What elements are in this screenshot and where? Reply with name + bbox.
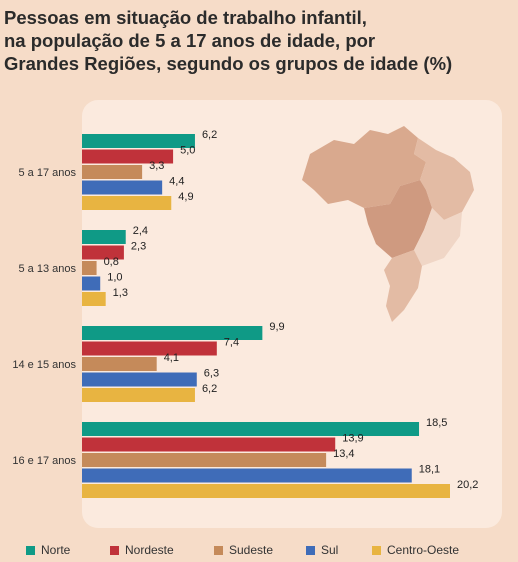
brazil-map-icon — [292, 120, 482, 335]
bar — [82, 292, 106, 306]
data-label: 3,3 — [149, 160, 164, 172]
legend-item: Nordeste — [110, 543, 174, 557]
legend-label: Nordeste — [125, 543, 174, 557]
legend-swatch — [110, 545, 119, 555]
data-label: 5,0 — [180, 145, 195, 157]
map-region-sul — [384, 250, 422, 322]
legend-label: Sul — [321, 543, 339, 557]
bar — [82, 357, 157, 371]
bar — [82, 134, 195, 148]
bar — [82, 422, 420, 436]
title-line-3: Grandes Regiões, segundo os grupos de id… — [4, 53, 453, 74]
legend-item: Centro-Oeste — [372, 543, 459, 557]
data-label: 2,3 — [131, 241, 146, 253]
bar — [82, 196, 172, 210]
bar — [82, 180, 163, 195]
bar — [82, 276, 101, 291]
legend-item: Sul — [306, 543, 338, 557]
map-region-nordeste — [414, 138, 474, 220]
legend-item: Norte — [26, 543, 70, 557]
category-label: 5 a 17 anos — [19, 167, 77, 179]
category-label: 5 a 13 anos — [19, 263, 77, 275]
map-region-centro-oeste — [364, 180, 432, 258]
category-label: 16 e 17 anos — [12, 455, 76, 467]
bar — [82, 372, 197, 387]
data-label: 2,4 — [133, 225, 148, 237]
bar — [82, 388, 195, 402]
data-label: 18,5 — [426, 417, 447, 429]
map-region-norte — [302, 126, 426, 208]
data-label: 6,3 — [204, 368, 219, 380]
data-label: 20,2 — [457, 479, 478, 491]
legend-swatch — [306, 545, 315, 555]
data-label: 0,8 — [104, 256, 119, 268]
data-label: 4,4 — [169, 176, 184, 188]
legend: Norte Nordeste Sudeste Sul Centro-Oeste — [0, 543, 518, 561]
map-region-sudeste — [414, 208, 462, 266]
data-label: 4,9 — [178, 191, 193, 203]
bar — [82, 484, 450, 498]
category-label: 14 e 15 anos — [12, 359, 76, 371]
data-label: 6,2 — [202, 129, 217, 141]
legend-swatch — [372, 545, 381, 555]
legend-label: Sudeste — [229, 543, 274, 557]
bar — [82, 468, 412, 483]
data-label: 4,1 — [164, 352, 179, 364]
bar — [82, 149, 174, 164]
bar — [82, 437, 336, 452]
data-label: 9,9 — [269, 321, 284, 333]
data-label: 6,2 — [202, 383, 217, 395]
data-label: 7,4 — [224, 337, 239, 349]
bar — [82, 453, 327, 467]
bar — [82, 230, 126, 244]
legend-swatch — [214, 545, 223, 555]
title-line-1: Pessoas em situação de trabalho infantil… — [4, 7, 367, 28]
data-label: 1,3 — [113, 287, 128, 299]
data-label: 1,0 — [107, 272, 122, 284]
legend-label: Norte — [41, 543, 71, 557]
legend-swatch — [26, 545, 35, 555]
bar — [82, 326, 263, 340]
legend-label: Centro-Oeste — [387, 543, 460, 557]
legend-item: Sudeste — [214, 543, 273, 557]
data-label: 13,4 — [333, 448, 354, 460]
chart-title: Pessoas em situação de trabalho infantil… — [4, 6, 514, 75]
bar — [82, 341, 217, 356]
data-label: 13,9 — [342, 433, 363, 445]
bar — [82, 245, 124, 260]
data-label: 18,1 — [419, 464, 440, 476]
title-line-2: na população de 5 a 17 anos de idade, po… — [4, 30, 376, 51]
bar — [82, 261, 97, 275]
bar — [82, 165, 143, 179]
